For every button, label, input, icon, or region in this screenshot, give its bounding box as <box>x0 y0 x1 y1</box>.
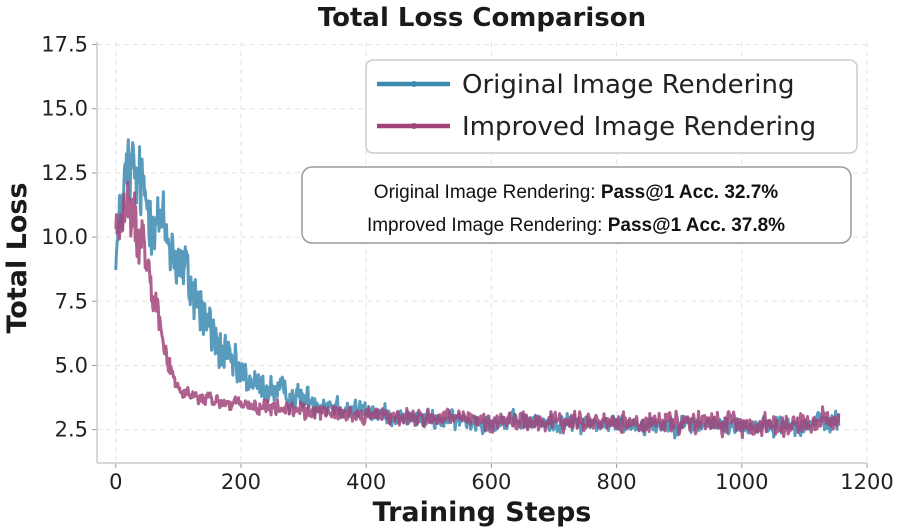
annotation-value-improved: Pass@1 Acc. 37.8% <box>608 215 785 236</box>
y-axis-label: Total Loss <box>2 182 33 333</box>
annotation-prefix-improved: Improved Image Rendering: <box>367 215 608 236</box>
legend-box <box>365 59 858 154</box>
annotation-box <box>301 166 852 244</box>
legend: Original Image Rendering Improved Image … <box>365 59 858 154</box>
y-tick-label: 10.0 <box>41 225 88 249</box>
x-axis-label: Training Steps <box>373 497 592 528</box>
accuracy-annotation: Original Image Rendering: Pass@1 Acc. 32… <box>301 166 852 244</box>
series-lines <box>114 138 841 440</box>
x-tick-label: 1000 <box>715 470 768 494</box>
x-tick-label: 200 <box>221 470 261 494</box>
legend-marker-improved <box>411 123 417 129</box>
x-tick-label: 600 <box>471 470 511 494</box>
y-tick-label: 5.0 <box>55 353 88 377</box>
x-tick-label: 1200 <box>840 470 893 494</box>
x-tick-label: 400 <box>346 470 386 494</box>
annotation-line-original: Original Image Rendering: Pass@1 Acc. 32… <box>374 182 779 203</box>
series-line-improved <box>114 180 841 440</box>
legend-marker-original <box>411 81 417 87</box>
legend-label-improved: Improved Image Rendering <box>462 112 816 142</box>
y-tick-label: 12.5 <box>41 161 88 185</box>
annotation-prefix-original: Original Image Rendering: <box>374 182 601 203</box>
legend-label-original: Original Image Rendering <box>462 70 794 100</box>
y-tick-label: 2.5 <box>55 418 88 442</box>
x-tick-label: 0 <box>109 470 122 494</box>
x-axis-ticks: 0 200 400 600 800 1000 1200 <box>109 463 894 494</box>
x-tick-label: 800 <box>597 470 637 494</box>
y-tick-label: 7.5 <box>55 289 88 313</box>
annotation-value-original: Pass@1 Acc. 32.7% <box>601 182 778 203</box>
y-axis-ticks: 2.5 5.0 7.5 10.0 12.5 15.0 17.5 <box>41 33 97 442</box>
y-tick-label: 17.5 <box>41 33 88 57</box>
chart-title: Total Loss Comparison <box>318 3 646 33</box>
y-tick-label: 15.0 <box>41 97 88 121</box>
annotation-line-improved: Improved Image Rendering: Pass@1 Acc. 37… <box>367 215 785 236</box>
